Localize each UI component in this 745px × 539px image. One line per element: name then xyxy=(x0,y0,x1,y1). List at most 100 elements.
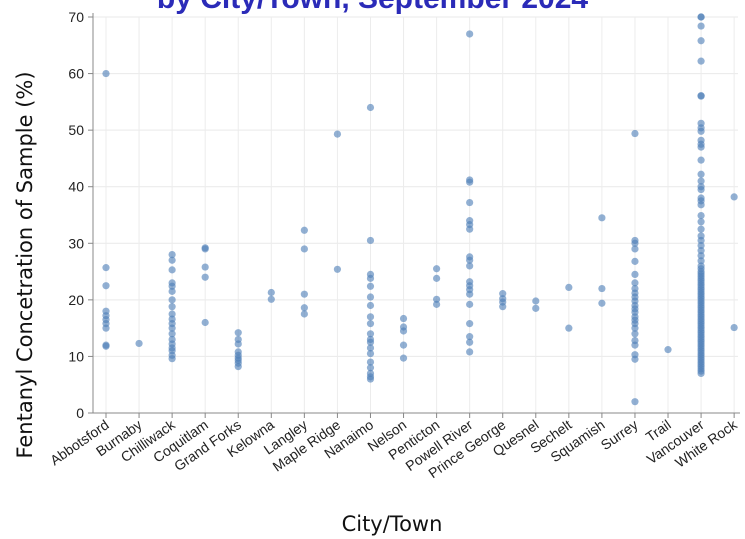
data-point xyxy=(366,313,375,321)
data-point xyxy=(664,346,672,354)
data-point xyxy=(399,341,408,349)
data-point xyxy=(234,329,242,337)
data-point xyxy=(366,103,375,112)
data-point xyxy=(697,170,705,178)
data-point xyxy=(333,130,342,138)
x-tick-label: Surrey xyxy=(598,416,641,453)
data-point xyxy=(300,245,308,253)
data-point xyxy=(168,296,176,304)
data-point xyxy=(697,257,705,265)
data-point xyxy=(366,274,375,282)
x-tick-labels: AbbotsfordBurnabyChilliwackCoquitlamGran… xyxy=(47,413,741,481)
data-point xyxy=(433,300,441,308)
data-point xyxy=(697,241,705,250)
data-point xyxy=(102,342,110,350)
data-point xyxy=(466,256,474,264)
data-point xyxy=(466,30,474,38)
data-point xyxy=(300,226,308,234)
chart-title: by City/Town, September 2024 xyxy=(0,0,745,16)
data-point xyxy=(366,350,375,358)
data-point xyxy=(697,37,705,45)
data-point xyxy=(466,225,474,233)
data-point xyxy=(300,304,308,312)
data-point xyxy=(300,310,308,318)
data-point xyxy=(168,310,176,318)
data-point xyxy=(102,264,110,272)
data-point xyxy=(366,293,375,301)
data-point xyxy=(697,236,705,245)
data-point xyxy=(598,284,606,293)
data-point xyxy=(697,13,705,21)
data-point xyxy=(466,300,474,308)
data-point xyxy=(631,279,639,287)
data-point xyxy=(631,257,639,265)
data-point xyxy=(466,348,474,356)
data-point xyxy=(631,398,639,406)
data-point xyxy=(697,201,705,209)
data-point xyxy=(499,303,507,311)
data-point xyxy=(201,318,209,327)
data-point xyxy=(466,333,474,341)
data-point xyxy=(730,193,738,201)
data-point xyxy=(267,295,275,303)
data-point xyxy=(102,282,110,290)
data-points xyxy=(102,13,738,406)
data-point xyxy=(697,218,705,226)
data-point xyxy=(697,185,705,194)
data-point xyxy=(366,301,375,310)
data-point xyxy=(300,290,308,298)
data-point xyxy=(697,156,705,164)
data-point xyxy=(201,273,209,281)
data-point xyxy=(201,245,209,253)
data-point xyxy=(234,363,242,371)
data-point xyxy=(532,297,540,305)
data-point xyxy=(631,330,639,338)
data-point xyxy=(135,339,143,348)
data-point xyxy=(366,330,375,338)
data-point xyxy=(366,344,375,352)
data-point xyxy=(565,283,573,292)
data-point xyxy=(366,358,375,366)
data-point xyxy=(399,314,408,323)
data-point xyxy=(631,239,639,247)
data-point xyxy=(433,295,441,303)
data-point xyxy=(532,304,540,312)
y-axis-title: Fentanyl Concetration of Sample (%) xyxy=(13,71,37,458)
data-point xyxy=(399,327,408,335)
data-point xyxy=(466,198,474,207)
y-tick-label: 30 xyxy=(68,235,84,251)
data-point xyxy=(697,247,705,255)
data-point xyxy=(631,245,639,253)
data-point xyxy=(168,256,176,264)
data-point xyxy=(433,274,441,282)
data-point xyxy=(697,127,705,135)
data-point xyxy=(168,324,176,332)
data-point xyxy=(168,330,176,338)
data-point xyxy=(366,375,375,383)
data-point xyxy=(366,320,375,328)
data-point xyxy=(102,69,110,78)
y-tick-label: 60 xyxy=(68,66,84,82)
y-tick-label: 40 xyxy=(68,179,84,195)
y-tick-label: 0 xyxy=(76,405,84,421)
data-point xyxy=(631,270,639,278)
y-tick-label: 70 xyxy=(68,9,84,25)
data-point xyxy=(168,282,176,290)
data-point xyxy=(598,214,606,222)
y-tick-label: 10 xyxy=(68,348,84,364)
data-point xyxy=(631,341,639,349)
data-point xyxy=(168,251,176,259)
data-point xyxy=(697,369,705,377)
data-point xyxy=(366,282,375,290)
data-point xyxy=(697,177,705,185)
x-axis-title: City/Town xyxy=(342,512,443,536)
data-point xyxy=(631,324,639,332)
y-tick-label: 50 xyxy=(68,122,84,138)
data-point xyxy=(697,211,705,220)
data-point xyxy=(730,323,738,332)
data-point xyxy=(366,364,375,372)
data-point xyxy=(631,129,639,138)
data-point xyxy=(168,266,176,274)
data-point xyxy=(697,57,705,65)
